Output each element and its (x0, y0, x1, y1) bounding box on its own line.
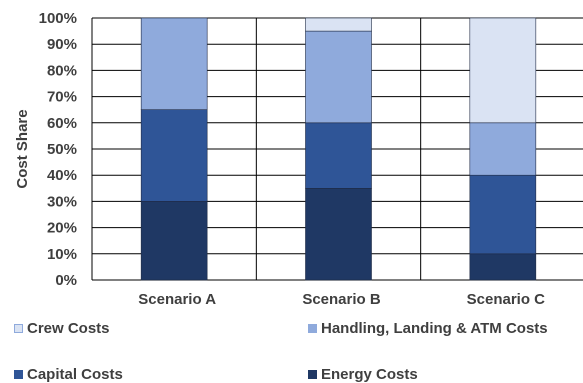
x-axis-ticks: Scenario A Scenario B Scenario C (138, 291, 545, 308)
y-tick-label: 90% (47, 36, 77, 53)
legend-item-crew-costs: Crew Costs (14, 320, 110, 337)
legend-swatch-crew-costs (14, 324, 23, 333)
y-tick-label: 10% (47, 246, 77, 263)
bar-segment-handling-landing-atm-costs-0 (140, 17, 208, 110)
y-tick-label: 40% (47, 167, 77, 184)
y-axis-label: Cost Share (14, 109, 31, 188)
bar-segment-capital-costs-2 (469, 174, 537, 255)
y-tick-label: 70% (47, 89, 77, 106)
y-tick-label: 60% (47, 115, 77, 132)
bar-stacks (140, 17, 537, 281)
bar-segment-energy-costs-1 (305, 188, 372, 281)
bar-segment-handling-landing-atm-costs-2 (469, 122, 537, 176)
y-tick-label: 0% (55, 272, 77, 289)
legend-item-handling-costs: Handling, Landing & ATM Costs (308, 320, 548, 337)
y-tick-label: 30% (47, 193, 77, 210)
legend-swatch-handling-costs (308, 324, 317, 333)
x-tick-label: Scenario C (467, 291, 546, 308)
y-tick-label: 80% (47, 62, 77, 79)
legend-item-energy-costs: Energy Costs (308, 366, 418, 383)
legend-label-energy-costs: Energy Costs (321, 366, 418, 383)
bar-segment-crew-costs-2 (469, 17, 537, 124)
legend-swatch-energy-costs (308, 370, 317, 379)
legend-swatch-capital-costs (14, 370, 23, 379)
y-axis-ticks: 0% 10% 20% 30% 40% 50% 60% 70% 80% 90% 100% (39, 10, 77, 289)
bar-segment-crew-costs-1 (305, 17, 372, 32)
bar-segment-capital-costs-1 (305, 122, 372, 189)
x-tick-label: Scenario A (138, 291, 216, 308)
bar-segment-energy-costs-2 (469, 253, 537, 281)
y-tick-label: 20% (47, 220, 77, 237)
y-tick-label: 100% (39, 10, 77, 27)
bar-segment-energy-costs-0 (140, 201, 208, 281)
legend-label-capital-costs: Capital Costs (27, 366, 123, 383)
legend: Crew Costs Handling, Landing & ATM Costs… (0, 316, 583, 383)
legend-label-handling-costs: Handling, Landing & ATM Costs (321, 320, 548, 337)
legend-label-crew-costs: Crew Costs (27, 320, 110, 337)
y-tick-label: 50% (47, 141, 77, 158)
bar-segment-handling-landing-atm-costs-1 (305, 30, 372, 124)
legend-item-capital-costs: Capital Costs (14, 366, 123, 383)
x-tick-label: Scenario B (302, 291, 381, 308)
bar-segment-capital-costs-0 (140, 109, 208, 202)
